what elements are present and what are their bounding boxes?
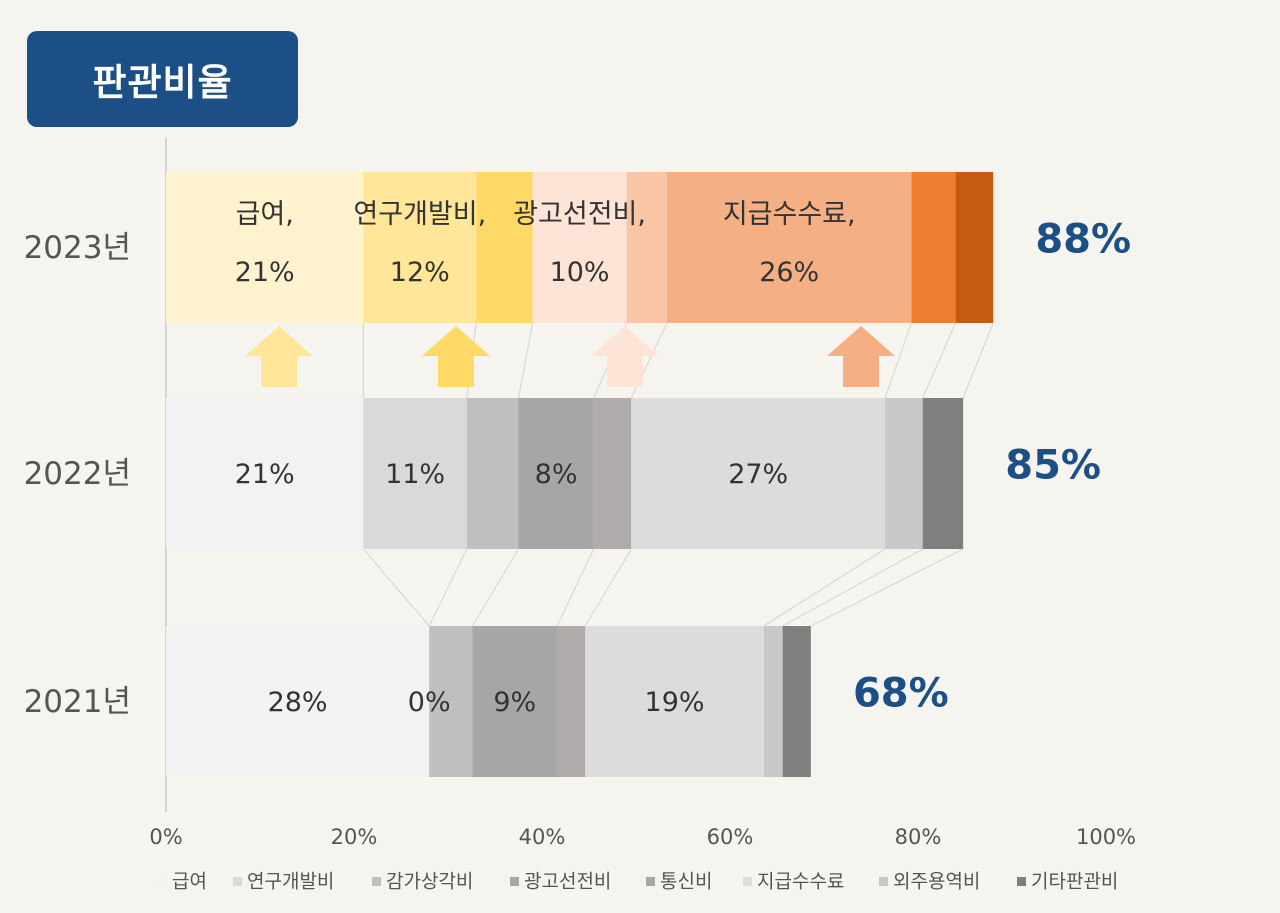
legend-label: 광고선전비: [524, 871, 611, 893]
connector-line: [763, 548, 886, 627]
bar-segment: [166, 626, 430, 777]
connector-line: [428, 548, 468, 627]
connector-line: [517, 322, 534, 399]
bar-segment: [911, 172, 956, 323]
data-label: 19%: [645, 687, 705, 718]
total-label: 88%: [1035, 217, 1131, 263]
data-label: 26%: [759, 257, 819, 288]
legend-label: 지급수수료: [757, 871, 844, 893]
data-label: 27%: [728, 459, 788, 490]
x-tick-label: 0%: [149, 825, 182, 849]
data-label: 광고선전비,: [513, 199, 646, 230]
chart-title-badge: 판관비율: [27, 31, 298, 127]
bar-segment: [363, 172, 477, 323]
bar-segment: [763, 626, 783, 777]
bar-segment: [955, 172, 994, 323]
bar-segment: [166, 172, 364, 323]
legend-swatch: [372, 877, 381, 886]
bar-segment: [593, 398, 632, 549]
up-arrow-icon: [245, 326, 313, 387]
bar-segment: [518, 398, 594, 549]
connector-line: [810, 548, 964, 627]
connector-line: [782, 548, 923, 627]
legend-swatch: [646, 877, 655, 886]
connector-line: [471, 548, 520, 627]
legend-swatch: [233, 877, 242, 886]
total-label: 68%: [853, 671, 949, 717]
bar-segment: [466, 398, 519, 549]
legend-swatch: [158, 877, 167, 886]
legend-label: 외주용역비: [893, 871, 980, 893]
legend-swatch: [1017, 877, 1026, 886]
bar-segment: [363, 398, 467, 549]
legend-label: 기타판관비: [1031, 871, 1118, 893]
data-label: 10%: [550, 257, 610, 288]
category-label: 2023년: [24, 230, 131, 266]
bar-segment: [631, 398, 886, 549]
bar-segment: [476, 172, 533, 323]
connector-line: [884, 322, 912, 399]
up-arrow-icon: [422, 326, 490, 387]
data-label: 9%: [493, 687, 536, 718]
legend-swatch: [743, 877, 752, 886]
x-tick-label: 40%: [519, 825, 566, 849]
category-label: 2022년: [24, 456, 131, 492]
chart-title: 판관비율: [92, 61, 233, 104]
bar-segment: [585, 626, 764, 777]
bar-segment: [626, 172, 668, 323]
x-tick-label: 100%: [1076, 825, 1136, 849]
legend-label: 연구개발비: [247, 871, 334, 893]
bar-segment: [782, 626, 811, 777]
legend-swatch: [510, 877, 519, 886]
bar-segment: [429, 626, 473, 777]
up-arrow-icon: [827, 326, 895, 387]
connector-line: [962, 322, 994, 399]
legend-label: 급여: [172, 871, 207, 893]
data-label: 21%: [235, 459, 295, 490]
connector-line: [362, 548, 430, 627]
category-label: 2021년: [24, 684, 131, 720]
connector-line: [922, 322, 957, 399]
data-label: 21%: [235, 257, 295, 288]
total-label: 85%: [1005, 443, 1101, 489]
x-tick-label: 60%: [707, 825, 754, 849]
bar-segment: [922, 398, 964, 549]
data-label: 지급수수료,: [723, 199, 856, 230]
data-label: 11%: [385, 459, 445, 490]
bar-segment: [667, 172, 912, 323]
data-label: 28%: [268, 687, 328, 718]
legend-swatch: [879, 877, 888, 886]
data-label: 8%: [535, 459, 578, 490]
bar-segment: [557, 626, 586, 777]
data-label: 급여,: [236, 199, 294, 230]
bar-segment: [472, 626, 558, 777]
data-label: 12%: [390, 257, 450, 288]
bar-segment: [885, 398, 923, 549]
x-tick-label: 20%: [331, 825, 378, 849]
connector-line: [556, 548, 595, 627]
connector-line: [584, 548, 632, 627]
legend-label: 통신비: [660, 871, 712, 893]
bar-segment: [166, 398, 364, 549]
data-label: 연구개발비,: [353, 199, 486, 230]
bar-segment: [532, 172, 627, 323]
legend-label: 감가상각비: [386, 871, 473, 893]
up-arrow-icon: [591, 326, 659, 387]
x-tick-label: 80%: [895, 825, 942, 849]
data-label: 0%: [408, 687, 451, 718]
